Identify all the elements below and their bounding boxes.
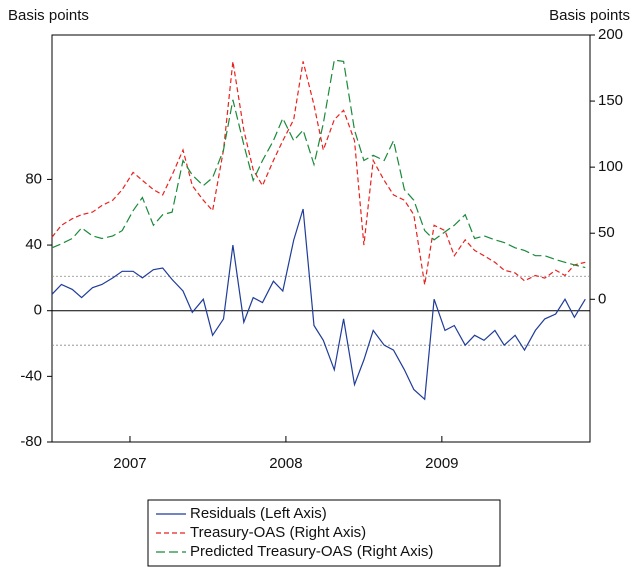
x-tick-label: 2007 [113, 455, 146, 472]
x-tick-label: 2009 [425, 455, 458, 472]
y-tick-label: 0 [34, 302, 42, 319]
legend-box [147, 499, 501, 567]
legend-label: Predicted Treasury-OAS (Right Axis) [190, 543, 433, 560]
y2-tick-label: 100 [598, 158, 623, 175]
plot-frame [51, 34, 591, 443]
y-tick-label: 80 [25, 170, 42, 187]
y2-tick-label: 150 [598, 92, 623, 109]
y-tick-label: 40 [25, 236, 42, 253]
y2-tick-label: 50 [598, 224, 615, 241]
legend-label: Treasury-OAS (Right Axis) [190, 524, 366, 541]
series-line [51, 208, 586, 401]
y2-tick-label: 0 [598, 290, 606, 307]
y2-tick-label: 200 [598, 26, 623, 43]
series-line [51, 59, 586, 269]
x-tick-label: 2008 [269, 455, 302, 472]
y-axis-label: Basis points [8, 7, 89, 24]
y-tick-label: -80 [20, 433, 42, 450]
y-tick-label: -40 [20, 367, 42, 384]
series-line [51, 61, 586, 285]
y2-axis-label: Basis points [549, 7, 630, 24]
legend-label: Residuals (Left Axis) [190, 505, 327, 522]
